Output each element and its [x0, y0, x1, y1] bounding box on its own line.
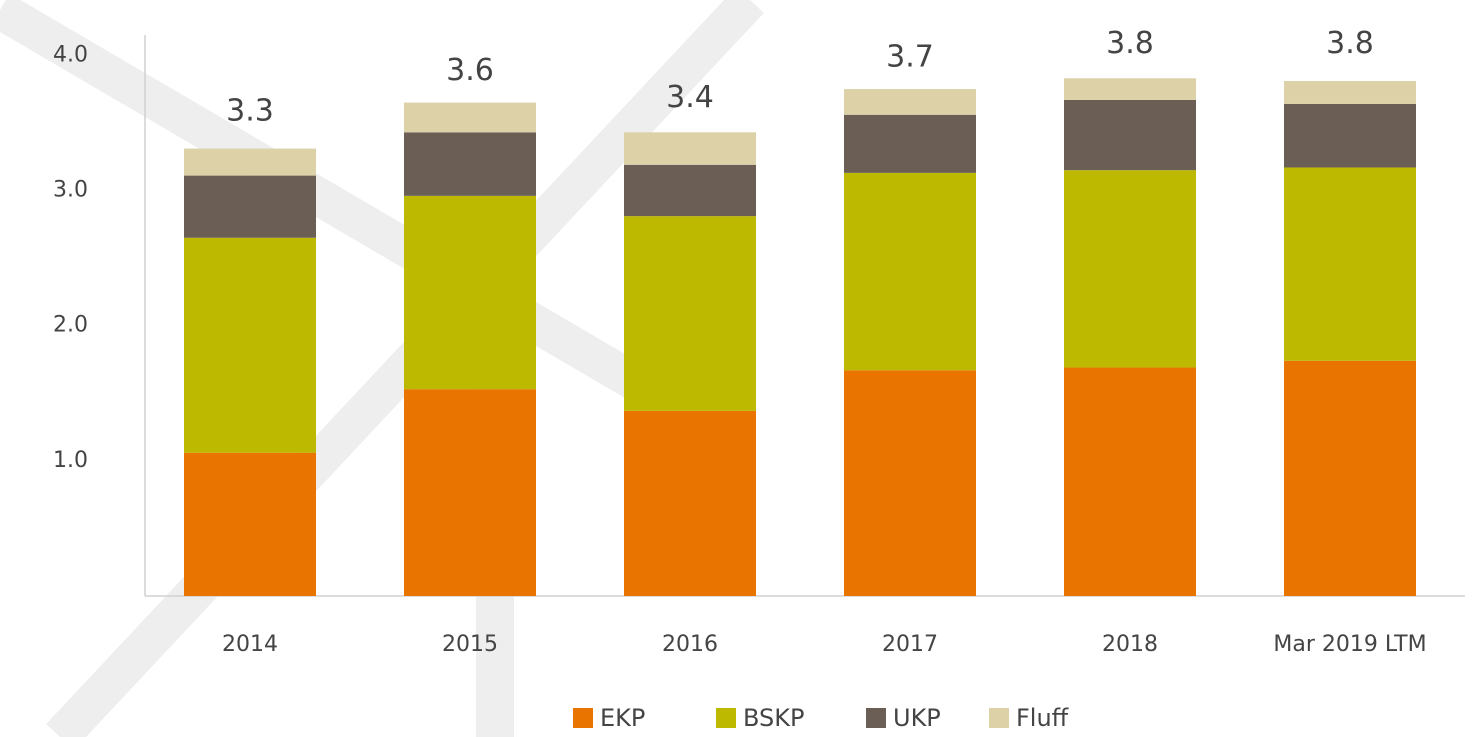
x-tick-label: 2016 [662, 632, 718, 657]
legend-label: UKP [893, 704, 941, 732]
legend-label: Fluff [1016, 704, 1069, 732]
bar-segment [404, 389, 536, 596]
bar-segment [1064, 367, 1196, 596]
legend-swatch [716, 708, 736, 728]
total-label: 3.3 [226, 93, 274, 128]
y-tick-label: 3.0 [53, 177, 88, 202]
y-tick-label: 4.0 [53, 42, 88, 67]
bar-segment [1064, 78, 1196, 100]
legend-swatch [573, 708, 593, 728]
bar-segment [844, 172, 976, 371]
bar-segment [1284, 80, 1416, 104]
bar-segment [404, 132, 536, 196]
total-label: 3.6 [446, 53, 494, 88]
bar-segment [1284, 103, 1416, 168]
legend-swatch [989, 708, 1009, 728]
x-tick-label: Mar 2019 LTM [1273, 632, 1426, 657]
y-tick-label: 2.0 [53, 313, 88, 338]
total-label: 3.7 [886, 39, 934, 74]
bar-segment [844, 370, 976, 596]
bar-segment [184, 452, 316, 596]
bar-segment [844, 89, 976, 115]
bar-segment [844, 114, 976, 173]
bar-segment [624, 216, 756, 411]
total-label: 3.8 [1106, 26, 1154, 61]
total-label: 3.4 [666, 80, 714, 115]
bar-segment [404, 102, 536, 133]
bar-segment [624, 410, 756, 596]
x-tick-label: 2018 [1102, 632, 1158, 657]
bar-segment [1064, 99, 1196, 171]
x-tick-label: 2017 [882, 632, 938, 657]
bar-segment [184, 175, 316, 238]
x-tick-label: 2015 [442, 632, 498, 657]
x-tick-label: 2014 [222, 632, 278, 657]
bar-segment [1284, 167, 1416, 361]
legend-label: BSKP [743, 704, 805, 732]
bar-segment [184, 237, 316, 453]
bar-segment [624, 164, 756, 217]
bar-segment [184, 148, 316, 176]
legend-label: EKP [600, 704, 645, 732]
bar-segment [404, 195, 536, 390]
bar-segment [624, 132, 756, 165]
y-tick-label: 1.0 [53, 448, 88, 473]
bar-segment [1284, 360, 1416, 596]
legend-swatch [866, 708, 886, 728]
bar-segment [1064, 170, 1196, 368]
total-label: 3.8 [1326, 26, 1374, 61]
